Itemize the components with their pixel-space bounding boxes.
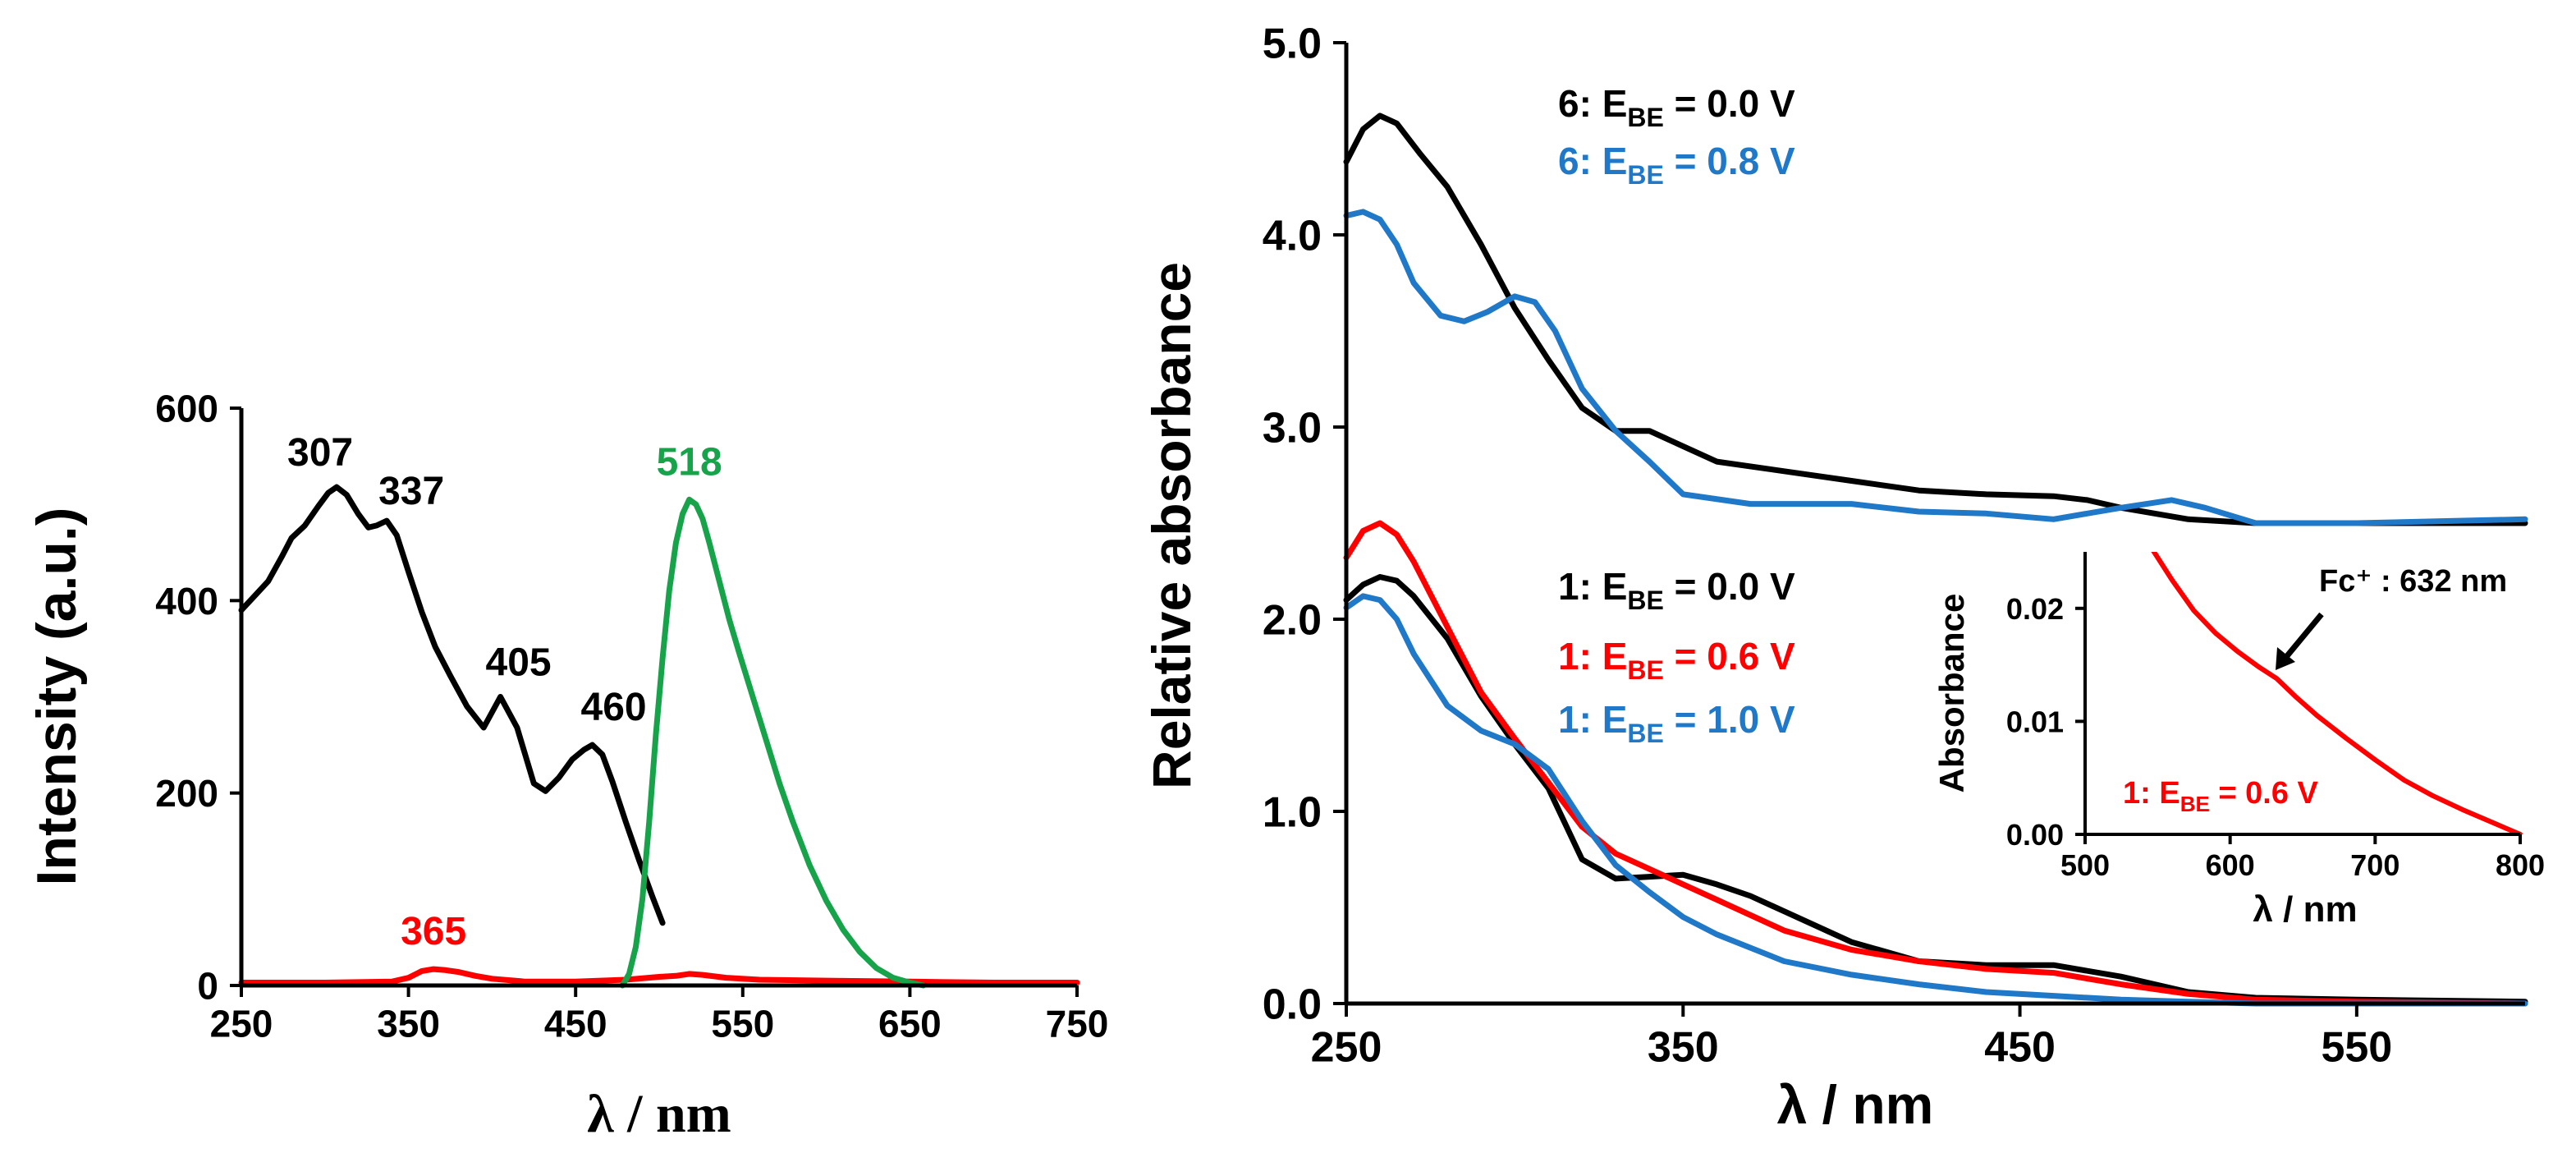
right-series-1 [1343,209,2528,526]
legend-bottom: 1: EBE = 0.0 V 1: EBE = 0.6 V 1: EBE = 1… [1558,565,1795,748]
inset-series-label: 1: EBE = 0.6 V [2123,776,2319,816]
inset-y-tick-label: 0.00 [2006,818,2064,852]
right-series-3 [1343,520,2528,1007]
right-series-4 [1343,593,2528,1007]
legend-top: 6: EBE = 0.0 V 6: EBE = 0.8 V [1558,82,1795,190]
right-y-tick-label: 5.0 [1263,21,1322,68]
right-x-tick-label: 350 [1648,1024,1719,1072]
inset-y-tick-label: 0.02 [2006,592,2064,626]
left-x-tick-label: 350 [377,1002,440,1045]
legend-bottom-entry-1: 1: EBE = 0.6 V [1558,635,1795,685]
left-peak-label-518: 518 [657,440,722,484]
left-y-tick-label: 0 [197,965,218,1008]
left-x-tick-label: 250 [210,1002,273,1045]
left-series-2 [619,496,927,989]
left-series-group [238,484,1080,989]
inset-y-axis-label: Absorbance [1932,594,1971,793]
right-x-axis-label: λ / nm [1777,1074,1934,1135]
right-y-tick-label: 2.0 [1263,597,1322,645]
right-chart: 250 350 450 550 0.0 1.0 2.0 3.0 4.0 5.0 6: EBE = … [1141,21,2545,1135]
left-annotations-group: 307 337 405 460 518 365 [287,431,722,953]
right-y-tick-label: 3.0 [1263,405,1322,452]
left-peak-label-337: 337 [378,470,444,513]
right-y-axis-label: Relative absorbance [1141,262,1202,789]
left-y-tick-label: 600 [155,388,218,430]
right-series-0 [1343,113,2528,526]
legend-top-entry-1: 6: EBE = 0.8 V [1558,140,1795,190]
left-series-0 [238,484,666,926]
inset-annotation-arrow [2284,612,2324,659]
left-y-tick-label: 400 [155,580,218,622]
right-x-tick-label: 450 [1984,1024,2056,1072]
right-y-tick-label: 4.0 [1263,213,1322,260]
inset-annotation-fc: Fc⁺ : 632 nm [2319,564,2507,599]
inset-ticks-group: 500 600 700 800 0.00 0.01 0.02 [2006,592,2545,882]
right-x-tick-label: 250 [1311,1024,1382,1072]
left-y-tick-label: 200 [155,772,218,815]
left-x-tick-label: 650 [878,1002,942,1045]
inset-curves [2151,552,2523,834]
left-chart: 250 350 450 550 650 750 0 200 400 600 307 337 405 46… [25,388,1108,1144]
right-series-2 [1343,574,2528,1005]
right-x-tick-label: 550 [2321,1024,2392,1072]
inset-chart: 500 600 700 800 0.00 0.01 0.02 λ / nm Absorban… [1932,546,2545,930]
right-series-group [1343,113,2528,1007]
left-x-axis-label: λ / nm [587,1084,731,1144]
inset-background [2085,546,2528,834]
left-x-tick-label: 550 [711,1002,774,1045]
inset-x-tick-label: 800 [2496,848,2545,882]
left-x-tick-label: 450 [544,1002,607,1045]
inset-series-group [2085,546,2528,834]
inset-annotation-arrowhead [2276,647,2295,670]
inset-x-tick-label: 700 [2350,848,2400,882]
right-ticks-group: 250 350 450 550 0.0 1.0 2.0 3.0 4.0 5.0 [1263,21,2393,1072]
left-ticks-group: 250 350 450 550 650 750 0 200 400 600 [155,388,1108,1045]
left-peak-label-460: 460 [581,686,647,729]
left-peak-label-307: 307 [287,431,353,475]
legend-top-entry-0: 6: EBE = 0.0 V [1558,82,1795,132]
inset-x-tick-label: 500 [2060,848,2110,882]
inset-x-axis-label: λ / nm [2253,889,2357,930]
right-y-tick-label: 0.0 [1263,981,1322,1029]
inset-series-0 [2151,552,2523,834]
left-peak-label-365: 365 [401,910,466,953]
left-y-axis-label: Intensity (a.u.) [25,508,88,886]
right-y-tick-label: 1.0 [1263,789,1322,837]
left-series-1 [238,966,1080,985]
left-x-tick-label: 750 [1046,1002,1109,1045]
inset-y-tick-label: 0.01 [2006,705,2064,738]
left-peak-label-405: 405 [486,641,552,685]
legend-bottom-entry-0: 1: EBE = 0.0 V [1558,565,1795,615]
inset-x-tick-label: 600 [2206,848,2255,882]
legend-bottom-entry-2: 1: EBE = 1.0 V [1558,698,1795,748]
